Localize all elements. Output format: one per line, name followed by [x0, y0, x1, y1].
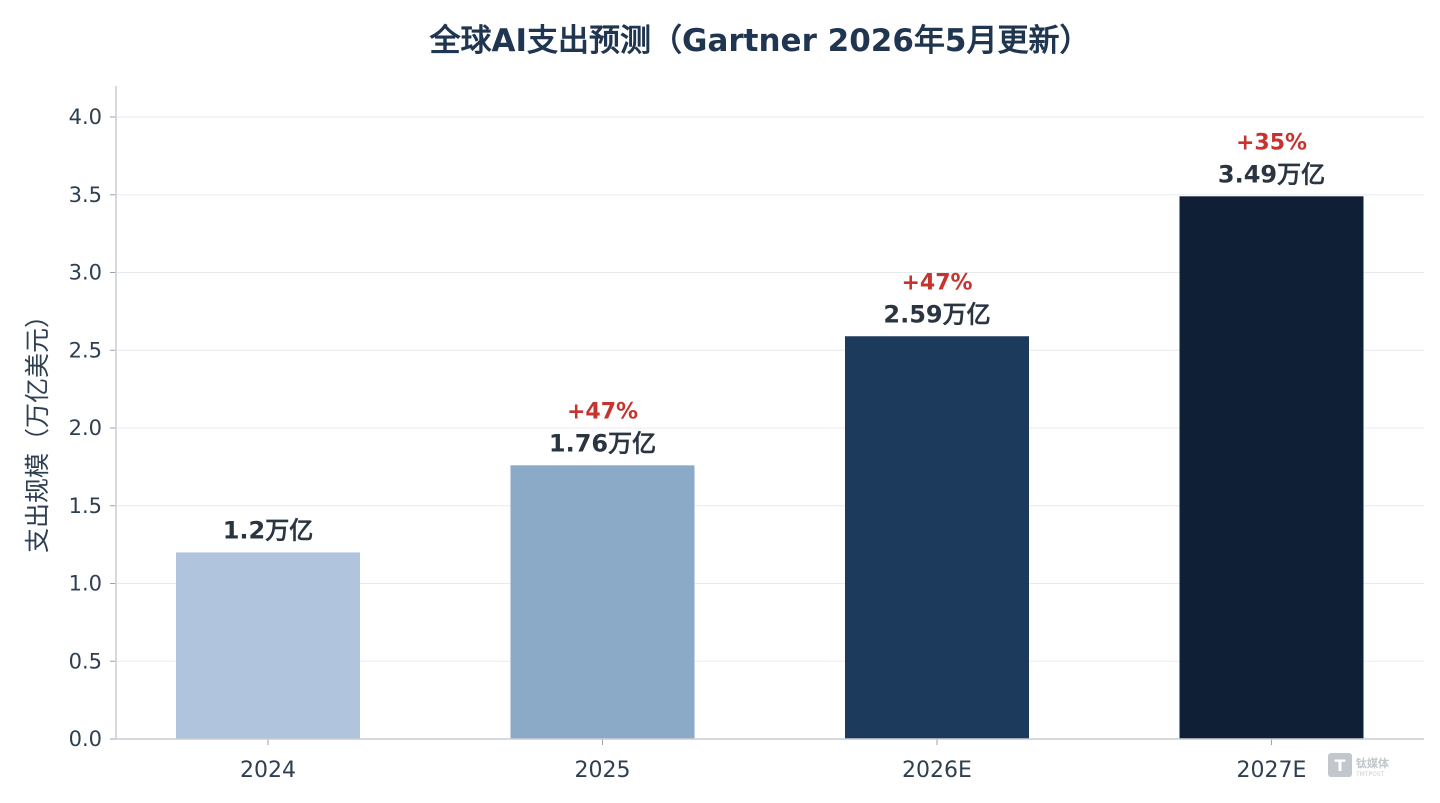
watermark-glyph: T: [1335, 756, 1346, 775]
y-axis-title: 支出规模（万亿美元）: [23, 303, 52, 553]
value-label: 3.49万亿: [1218, 160, 1325, 188]
growth-label: +47%: [901, 270, 972, 295]
watermark-logo-box: [1328, 753, 1352, 777]
y-tick-label: 0.5: [69, 649, 102, 673]
x-tick-label: 2024: [240, 758, 296, 783]
y-tick-label: 1.0: [69, 572, 102, 596]
y-tick-label: 2.5: [69, 338, 102, 362]
x-tick-label: 2027E: [1237, 758, 1307, 783]
value-label: 1.76万亿: [549, 429, 656, 457]
data-labels: 1.2万亿 1.76万亿 +47% 2.59万亿 +47% 3.49万亿 +35%: [223, 130, 1325, 544]
y-tick-label: 3.0: [69, 261, 102, 285]
x-tick-label: 2025: [575, 758, 631, 783]
y-tick-label: 3.5: [69, 183, 102, 207]
value-label: 2.59万亿: [883, 300, 990, 328]
y-axis-ticks: 0.0 0.5 1.0 1.5 2.0 2.5 3.0 3.5 4.0: [69, 105, 116, 751]
bar-2026e: [845, 336, 1029, 739]
bar-2027e: [1179, 196, 1364, 739]
y-tick-label: 2.0: [69, 416, 102, 440]
watermark-sub: TMTPOST: [1355, 771, 1385, 778]
bar-2024: [176, 552, 360, 739]
growth-label: +35%: [1236, 130, 1307, 155]
watermark-logo: T 钛媒体 TMTPOST: [1328, 753, 1390, 778]
x-tick-label: 2026E: [902, 758, 972, 783]
bar-2025: [510, 465, 695, 739]
y-tick-label: 4.0: [69, 105, 102, 129]
value-label: 1.2万亿: [223, 516, 314, 544]
chart-title: 全球AI支出预测（Gartner 2026年5月更新）: [428, 23, 1090, 59]
bars: [176, 196, 1364, 739]
watermark-name: 钛媒体: [1356, 756, 1390, 770]
growth-label: +47%: [567, 399, 638, 424]
x-axis-ticks: 2024 2025 2026E 2027E: [240, 739, 1306, 783]
y-tick-label: 0.0: [69, 727, 102, 751]
y-tick-label: 1.5: [69, 494, 102, 518]
